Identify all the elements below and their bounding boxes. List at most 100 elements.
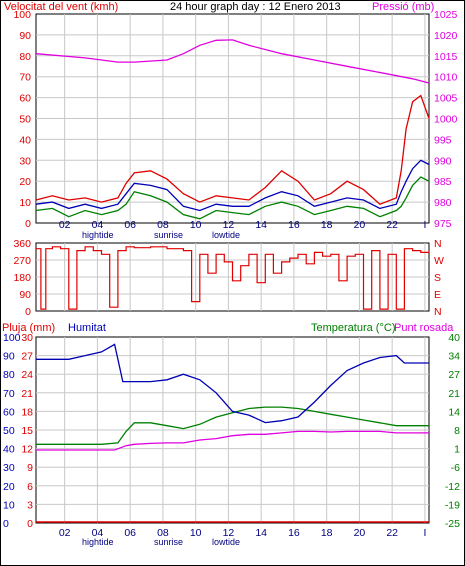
- direction-degree-tick: 90: [19, 289, 31, 301]
- pressure-tick: 985: [434, 176, 452, 188]
- rain-tick: 6: [27, 481, 33, 493]
- event-sunrise: sunrise: [154, 230, 183, 240]
- wind-average-line: [35, 159, 430, 212]
- humidity-tick: 10: [3, 499, 15, 511]
- pressure-tick-labels: 975 980 985 990 995 1000 1005 1010 1015 1020 1025: [434, 9, 458, 230]
- humidity-tick: 90: [3, 351, 15, 363]
- pressure-axis-label: Pressió (mb): [372, 1, 434, 13]
- humidity-tick-labels: 0 10 20 30 40 50 60 70 80 90 100: [3, 332, 21, 530]
- panel1-hour-labels: 02 04 06 08 10 12 14 16 18 20 22 I: [59, 219, 427, 231]
- pressure-tick: 1000: [434, 114, 458, 126]
- event-sunrise-bottom: sunrise: [154, 537, 183, 547]
- temperature-tick: -25: [445, 518, 460, 530]
- rain-tick: 0: [27, 518, 33, 530]
- direction-degree-tick: 0: [25, 306, 31, 318]
- panel3-hour-labels: 02 04 06 08 10 12 14 16 18 20 22 I: [59, 527, 427, 539]
- humidity-tick: 60: [3, 406, 15, 418]
- humidity-axis-label: Humitat: [68, 322, 106, 334]
- humidity-tick: 50: [3, 425, 15, 437]
- wind-speed-tick: 40: [19, 134, 31, 146]
- pressure-tick: 1020: [434, 30, 458, 42]
- direction-degree-tick: 270: [13, 255, 31, 267]
- rain-tick-labels: 0 3 6 9 12 15 18 21 24 27 30: [21, 332, 33, 530]
- wind-speed-tick: 90: [19, 30, 31, 42]
- wind-speed-tick: 70: [19, 72, 31, 84]
- panel2-series: [36, 246, 430, 310]
- event-hightide: hightide: [82, 230, 114, 240]
- hour-label: 10: [190, 219, 202, 231]
- pressure-tick: 975: [434, 218, 452, 230]
- hour-label: I: [423, 219, 426, 231]
- wind-speed-tick: 20: [19, 176, 31, 188]
- pressure-tick: 995: [434, 134, 452, 146]
- humidity-tick: 100: [3, 332, 21, 344]
- temperature-tick: 40: [448, 332, 460, 344]
- hour-label: 18: [321, 219, 333, 231]
- direction-compass-tick: N: [434, 306, 442, 318]
- temperature-axis-label: Temperatura (°C): [311, 322, 395, 334]
- hour-label: 06: [124, 527, 136, 539]
- humidity-tick: 80: [3, 369, 15, 381]
- hour-label: 06: [124, 219, 136, 231]
- panel3-series: [36, 343, 429, 523]
- humidity-line: [36, 343, 429, 424]
- pressure-tick: 990: [434, 155, 452, 167]
- hour-label: 10: [190, 527, 202, 539]
- pressure-tick: 980: [434, 197, 452, 209]
- direction-compass-tick: N: [434, 238, 442, 250]
- rain-tick: 24: [21, 369, 33, 381]
- temperature-tick: -12: [445, 481, 460, 493]
- hour-label: 22: [386, 527, 398, 539]
- direction-degree-tick: 360: [13, 238, 31, 250]
- pressure-tick: 1025: [434, 9, 458, 21]
- temperature-tick: 34: [448, 351, 460, 363]
- dewpoint-line: [36, 430, 429, 451]
- hour-label: 12: [223, 219, 235, 231]
- hour-label: 22: [386, 219, 398, 231]
- humidity-tick: 40: [3, 444, 15, 456]
- rain-humidity-temp-panel: Pluja (mm) Humitat Temperatura (°C) Punt…: [2, 322, 460, 547]
- panel3-grid: [36, 337, 429, 523]
- wind-speed-tick: 100: [13, 9, 31, 21]
- wind-low-line: [35, 176, 430, 220]
- humidity-tick: 30: [3, 462, 15, 474]
- hour-label: 14: [255, 219, 267, 231]
- hour-label: 12: [223, 527, 235, 539]
- wind-speed-tick: 80: [19, 51, 31, 63]
- wind-speed-tick: 10: [19, 197, 31, 209]
- rain-tick: 18: [21, 406, 33, 418]
- temperature-tick-labels: -25 -19 -12 -6 1 8 14 21 27 34 40: [445, 332, 460, 530]
- panel1-grid: [36, 14, 429, 223]
- rain-axis-label: Pluja (mm): [2, 322, 55, 334]
- wind-speed-tick: 0: [25, 218, 31, 230]
- rain-tick: 21: [21, 388, 33, 400]
- humidity-tick: 70: [3, 388, 15, 400]
- rain-tick: 15: [21, 425, 33, 437]
- hour-label: 16: [288, 219, 300, 231]
- temperature-tick: 14: [448, 406, 460, 418]
- hour-label: 16: [288, 527, 300, 539]
- temperature-tick: 1: [454, 444, 460, 456]
- hour-label: 08: [157, 219, 169, 231]
- wind-speed-tick: 60: [19, 93, 31, 105]
- wind-gust-line: [35, 94, 430, 205]
- pressure-tick: 1015: [434, 51, 458, 63]
- hour-label: 18: [321, 527, 333, 539]
- rain-tick: 30: [21, 332, 33, 344]
- rain-tick: 3: [27, 499, 33, 511]
- wind-speed-tick-labels: 0 10 20 30 40 50 60 70 80 90 100: [13, 9, 31, 230]
- event-lowtide-bottom: lowtide: [212, 537, 240, 547]
- hour-label: 14: [255, 527, 267, 539]
- direction-compass-tick: W: [434, 255, 444, 267]
- graph-title: 24 hour graph day : 12 Enero 2013: [170, 1, 341, 13]
- hour-label: 08: [157, 527, 169, 539]
- hour-label: 04: [92, 219, 104, 231]
- hour-label: 20: [354, 527, 366, 539]
- rain-tick: 9: [27, 462, 33, 474]
- event-lowtide: lowtide: [212, 230, 240, 240]
- wind-direction-line: [36, 246, 430, 310]
